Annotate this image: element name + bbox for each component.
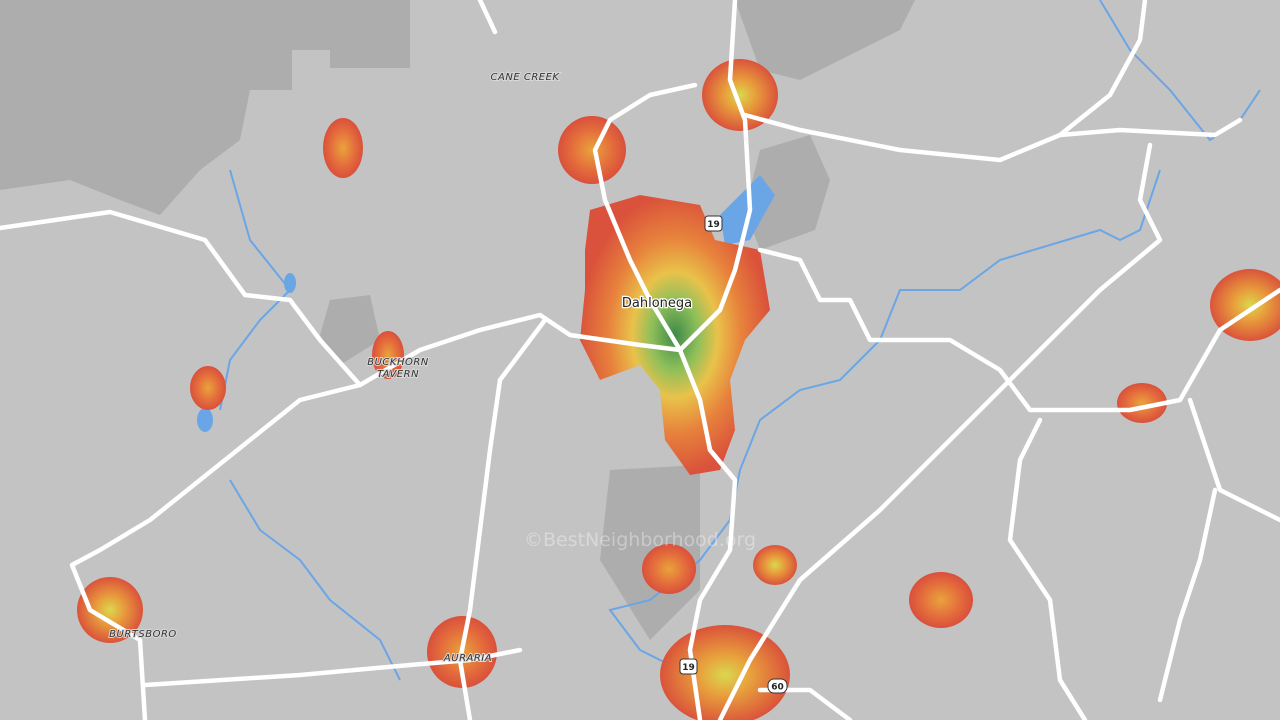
heat-area [1117, 383, 1167, 423]
neighborhood-scores [77, 59, 1280, 720]
heat-area [190, 366, 226, 410]
route-shields: 19 19 60 [679, 215, 788, 694]
heat-area [580, 195, 770, 475]
heat-area [558, 116, 626, 184]
place-label: TAVERN [377, 369, 419, 380]
water [197, 0, 1261, 691]
place-label: AURARIA [443, 653, 492, 664]
place-label: BURTSBORO [109, 629, 177, 640]
place-label: BUCKHORN [367, 357, 429, 368]
heat-area [909, 572, 973, 628]
heat-area [77, 577, 143, 643]
watermark: ©BestNeighborhood.org [524, 529, 756, 551]
heat-area [323, 118, 363, 178]
heat-area [702, 59, 778, 131]
shield [679, 658, 698, 675]
heat-area [372, 331, 404, 379]
labels: CANE CREEK Dahlonega BUCKHORN TAVERN BUR… [108, 71, 693, 665]
shield-label: 19 [707, 220, 720, 230]
shield [767, 678, 788, 694]
shield [704, 215, 723, 232]
shield-label: 60 [771, 683, 784, 693]
lake [720, 175, 775, 245]
shield-label: 19 [682, 663, 695, 673]
heat-area [642, 544, 696, 594]
land-areas [0, 0, 915, 640]
city-label: Dahlonega [622, 296, 692, 311]
place-label: CANE CREEK [491, 72, 561, 83]
heat-area [753, 545, 797, 585]
